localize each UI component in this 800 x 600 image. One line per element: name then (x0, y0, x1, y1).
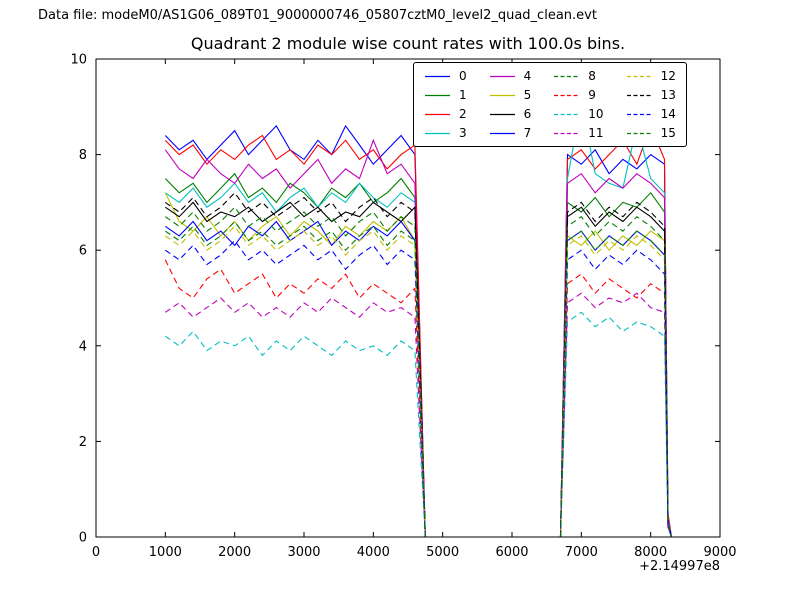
x-tick-label: 2000 (218, 545, 251, 560)
legend-entry-14: 14 (626, 106, 676, 122)
legend-entry-0: 0 (424, 68, 467, 84)
legend: 0 1 2 3 4 5 6 7 8 9 10 11 12 13 14 15 (413, 62, 687, 147)
legend-label: 13 (660, 88, 676, 102)
y-tick-label: 2 (79, 435, 87, 450)
series-line-10 (164, 311, 673, 538)
legend-entry-13: 13 (626, 87, 676, 103)
x-axis-offset-label: +2.14997e8 (639, 559, 720, 574)
legend-label: 11 (588, 126, 604, 140)
axes-border (95, 58, 721, 538)
legend-label: 8 (588, 69, 596, 83)
series-line-13 (164, 191, 673, 538)
x-tick-label: 3000 (287, 545, 320, 560)
legend-entry-10: 10 (553, 106, 604, 122)
y-tick-label: 10 (70, 53, 87, 68)
series-line-4 (164, 138, 673, 538)
legend-entry-12: 12 (626, 68, 676, 84)
legend-line-sample (626, 113, 652, 115)
chart-title: Quadrant 2 module wise count rates with … (190, 34, 626, 53)
series-line-0 (164, 124, 673, 538)
legend-entry-2: 2 (424, 106, 467, 122)
legend-label: 9 (588, 88, 596, 102)
legend-entry-11: 11 (553, 125, 604, 141)
legend-entry-1: 1 (424, 87, 467, 103)
y-tick-label: 6 (79, 244, 87, 259)
series-line-12 (164, 225, 673, 538)
legend-line-sample (489, 132, 515, 134)
legend-line-sample (626, 75, 652, 77)
x-tick-label: 0 (92, 545, 100, 560)
x-tick-label: 6000 (495, 545, 528, 560)
legend-entry-4: 4 (489, 68, 532, 84)
legend-entry-8: 8 (553, 68, 603, 84)
legend-label: 12 (660, 69, 676, 83)
legend-label: 4 (523, 69, 532, 83)
series-line-5 (164, 192, 673, 538)
legend-line-sample (425, 94, 450, 96)
x-tick-label: 4000 (357, 545, 390, 560)
legend-entry-15: 15 (626, 125, 676, 141)
series-line-6 (164, 201, 673, 538)
legend-label: 14 (660, 107, 676, 121)
datafile-header: Data file: modeM0/AS1G06_089T01_90000007… (38, 8, 597, 23)
y-tick-label: 0 (79, 531, 87, 546)
x-tick-label: 1000 (149, 545, 182, 560)
series-line-15 (164, 220, 673, 538)
x-tick-label: 5000 (426, 545, 459, 560)
legend-line-sample (626, 94, 652, 96)
x-tick-label: 8000 (634, 545, 667, 560)
x-tick-label: 9000 (703, 545, 736, 560)
legend-line-sample (554, 94, 580, 96)
legend-line-sample (554, 132, 580, 134)
legend-label: 0 (459, 69, 467, 83)
legend-line-sample (554, 75, 580, 77)
legend-line-sample (425, 75, 450, 77)
legend-label: 3 (459, 126, 467, 140)
y-tick-label: 8 (79, 148, 87, 163)
legend-line-sample (425, 132, 450, 134)
legend-label: 5 (523, 88, 532, 102)
legend-label: 2 (459, 107, 467, 121)
legend-entry-6: 6 (489, 106, 532, 122)
series-line-11 (164, 292, 673, 538)
legend-line-sample (489, 113, 515, 115)
legend-entry-7: 7 (489, 125, 532, 141)
legend-label: 7 (523, 126, 532, 140)
legend-label: 15 (660, 126, 676, 140)
x-tick-label: 7000 (565, 545, 598, 560)
legend-label: 6 (523, 107, 532, 121)
legend-line-sample (489, 94, 515, 96)
legend-line-sample (626, 132, 652, 134)
legend-label: 10 (588, 107, 604, 121)
legend-entry-9: 9 (553, 87, 603, 103)
legend-label: 1 (459, 88, 467, 102)
y-tick-label: 4 (79, 339, 87, 354)
legend-entry-3: 3 (424, 125, 467, 141)
legend-line-sample (489, 75, 515, 77)
legend-entry-5: 5 (489, 87, 532, 103)
legend-line-sample (554, 113, 580, 115)
series-line-8 (164, 206, 673, 538)
legend-line-sample (425, 113, 450, 115)
